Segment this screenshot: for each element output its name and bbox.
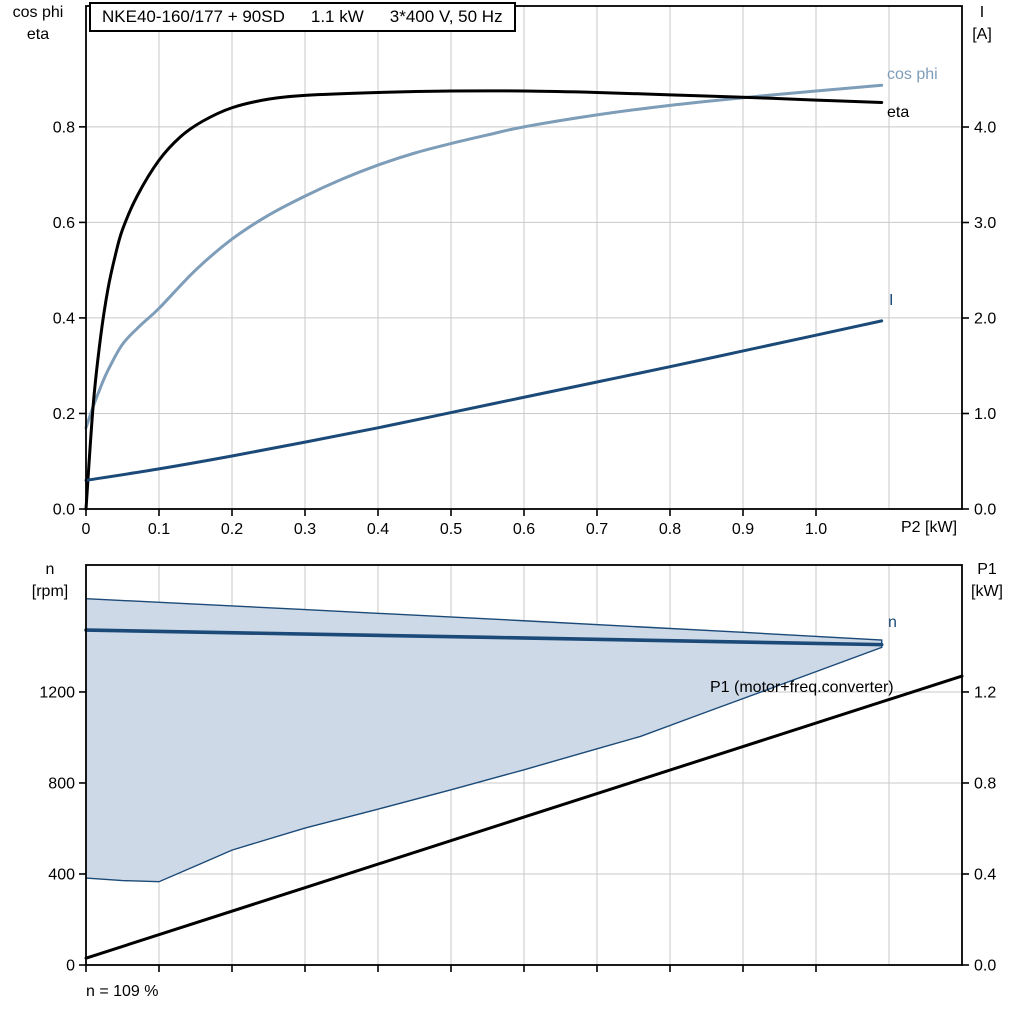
tick-label-x: 1.0 (805, 521, 827, 538)
axis-title-current: I (979, 4, 985, 21)
chart-title-box: NKE40-160/177 + 90SD 1.1 kW 3*400 V, 50 … (89, 2, 516, 32)
tick-label-left: 0.2 (53, 406, 75, 423)
series-eta (84, 89, 884, 511)
top-right-axis-title: I [A] (954, 2, 1010, 46)
bottom-right-axis-title: P1 [kW] (958, 559, 1016, 603)
tick-label-x: 0.7 (586, 521, 608, 538)
top-left-axis-title: cos phi eta (4, 2, 72, 46)
series-i (84, 319, 884, 482)
tick-label-x: 0.2 (221, 521, 243, 538)
tick-label-right: 2.0 (974, 310, 996, 327)
curve-label-current: I (889, 292, 894, 309)
tick-label-left: 1200 (39, 684, 75, 701)
curve-label-speed: n (888, 614, 897, 631)
curve-label-eta: eta (887, 104, 910, 121)
tick-label-left: 0.4 (53, 310, 75, 327)
chart-title-voltage: 3*400 V, 50 Hz (389, 7, 503, 26)
tick-label-right: 1.2 (974, 684, 996, 701)
tick-label-x: 0.5 (440, 521, 462, 538)
curve-label-p1: P1 (motor+freq.converter) (710, 679, 894, 696)
chart-title-power: 1.1 kW (310, 7, 364, 26)
tick-label-x: 0.4 (367, 521, 389, 538)
tick-label-x: 0.8 (659, 521, 681, 538)
tick-label-right: 3.0 (974, 215, 996, 232)
tick-label-x: 0.3 (294, 521, 316, 538)
tick-label-right: 4.0 (974, 119, 996, 136)
series-p1-motor-freq-converter (84, 674, 964, 960)
tick-label-left: 0.0 (53, 502, 75, 519)
axis-title-p1: P1 (977, 561, 997, 578)
tick-label-right: 0.0 (974, 958, 996, 975)
tick-label-right: 0.0 (974, 502, 996, 519)
tick-label-x: 0.6 (513, 521, 535, 538)
chart-speed-power: 0 400 800 1200 0.0 0.4 0.8 1.2 (39, 564, 996, 975)
axis-title-current-unit: [A] (972, 26, 992, 43)
tick-label-right: 0.4 (974, 866, 996, 883)
tick-label-left: 400 (48, 866, 75, 883)
curve-label-cosphi: cos phi (887, 66, 938, 83)
tick-label-left: 0 (66, 958, 75, 975)
tick-label-right: 1.0 (974, 406, 996, 423)
tick-label-x: 0.1 (148, 521, 170, 538)
tick-label-right: 0.8 (974, 775, 996, 792)
x-axis-label-p2: P2 [kW] (901, 519, 958, 536)
tick-label-left: 0.8 (53, 119, 75, 136)
series-n (84, 628, 884, 647)
axis-title-speed: n (45, 561, 55, 578)
chart-motor-electrical: 0.0 0.2 0.4 0.6 0.8 0.0 1.0 2.0 3.0 4.0 0 0.1 0.2 0.3… (53, 5, 996, 538)
axis-title-speed-unit: [rpm] (31, 583, 69, 600)
tick-label-left: 800 (48, 775, 75, 792)
tick-label-left: 0.6 (53, 215, 75, 232)
tick-label-x: 0.9 (732, 521, 754, 538)
chart-title-pump: NKE40-160/177 + 90SD (102, 7, 285, 26)
speed-percentage-note: n = 109 % (86, 983, 159, 1000)
axis-title-cosphi: cos phi (12, 4, 64, 21)
axis-title-eta: eta (26, 26, 50, 43)
tick-label-x: 0 (82, 521, 91, 538)
speed-control-range-area (86, 598, 882, 882)
series-cos-phi (84, 83, 884, 430)
bottom-left-axis-title: n [rpm] (18, 559, 82, 603)
axis-title-p1-unit: [kW] (971, 583, 1003, 600)
speed-control-range-edge (85, 597, 883, 883)
